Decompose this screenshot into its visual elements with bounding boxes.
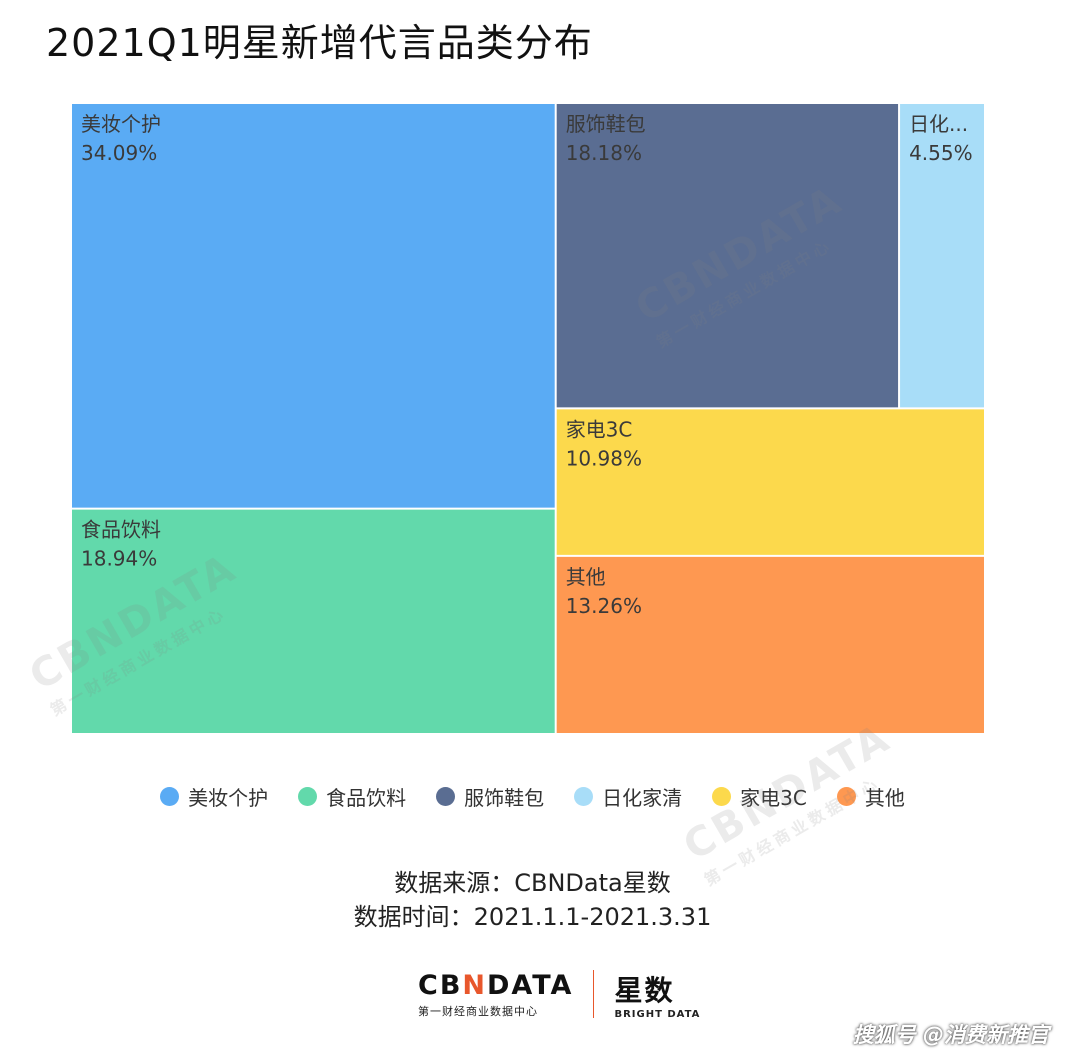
legend-swatch bbox=[836, 787, 856, 806]
treemap-rect bbox=[556, 556, 984, 733]
cell-label: 食品饮料 bbox=[81, 518, 161, 542]
brand-logos: CBNDATA 第一财经商业数据中心 星数 BRIGHT DATA bbox=[418, 966, 700, 1022]
treemap-chart: 美妆个护 34.09% 食品饮料 18.94% 服饰鞋包 18.18% 日化... 4.55%… bbox=[72, 104, 984, 733]
treemap-rect bbox=[72, 509, 555, 733]
legend-swatch bbox=[712, 787, 732, 806]
treemap-cell: 美妆个护 34.09% bbox=[72, 104, 555, 508]
treemap-cell: 食品饮料 18.94% bbox=[72, 509, 555, 733]
cell-value-label: 18.18% bbox=[566, 141, 642, 165]
treemap-cell: 家电3C 10.98% bbox=[556, 409, 984, 555]
bright-data-logo: 星数 BRIGHT DATA bbox=[614, 973, 701, 1020]
legend-label: 其他 bbox=[864, 786, 905, 810]
legend-item: 食品饮料 bbox=[298, 782, 406, 811]
legend-swatch bbox=[298, 787, 318, 806]
legend-swatch bbox=[436, 787, 456, 806]
cell-value-label: 13.26% bbox=[566, 594, 642, 618]
chart-title: 2021Q1明星新增代言品类分布 bbox=[46, 21, 593, 65]
legend: 美妆个护 食品饮料 服饰鞋包 日化家清 家电3C 其他 bbox=[0, 782, 1065, 811]
source-line: 数据来源：CBNData星数 bbox=[394, 869, 671, 897]
treemap-rect bbox=[556, 104, 899, 408]
data-source: 数据来源：CBNData星数 数据时间：2021.1.1-2021.3.31 bbox=[0, 866, 1065, 934]
treemap-rect bbox=[72, 104, 555, 508]
legend-label: 食品饮料 bbox=[326, 786, 407, 810]
legend-label: 日化家清 bbox=[602, 786, 683, 810]
treemap-cell: 其他 13.26% bbox=[556, 556, 984, 733]
treemap-cell: 服饰鞋包 18.18% bbox=[556, 104, 899, 408]
treemap-rect bbox=[900, 104, 984, 408]
legend-item: 其他 bbox=[836, 782, 905, 811]
cell-value-label: 18.94% bbox=[81, 547, 157, 571]
cell-label: 家电3C bbox=[566, 417, 633, 441]
treemap-cell: 日化... 4.55% bbox=[900, 104, 984, 408]
cell-label: 美妆个护 bbox=[81, 112, 161, 136]
cell-value-label: 34.09% bbox=[81, 141, 157, 165]
corner-mark: 搜狐号 @消费新推官 bbox=[852, 1023, 1049, 1047]
legend-swatch bbox=[160, 787, 180, 806]
date-range-line: 数据时间：2021.1.1-2021.3.31 bbox=[353, 903, 712, 931]
cell-value-label: 10.98% bbox=[566, 446, 642, 470]
cell-label: 日化... bbox=[909, 112, 968, 136]
cell-value-label: 4.55% bbox=[909, 141, 973, 165]
legend-label: 家电3C bbox=[740, 786, 807, 810]
legend-label: 美妆个护 bbox=[188, 786, 269, 810]
cell-label: 其他 bbox=[566, 565, 606, 589]
treemap-rect bbox=[556, 409, 984, 555]
logo-divider bbox=[593, 970, 595, 1018]
legend-label: 服饰鞋包 bbox=[464, 786, 545, 810]
legend-item: 家电3C bbox=[712, 782, 807, 811]
cell-label: 服饰鞋包 bbox=[566, 112, 646, 136]
legend-item: 服饰鞋包 bbox=[436, 782, 544, 811]
legend-swatch bbox=[574, 787, 594, 806]
legend-item: 日化家清 bbox=[574, 782, 682, 811]
legend-item: 美妆个护 bbox=[160, 782, 268, 811]
cbndata-logo: CBNDATA 第一财经商业数据中心 bbox=[418, 969, 574, 1018]
